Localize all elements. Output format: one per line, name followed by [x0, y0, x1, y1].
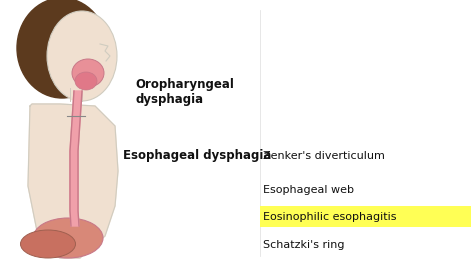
Polygon shape	[28, 104, 118, 258]
Ellipse shape	[47, 11, 117, 101]
FancyBboxPatch shape	[260, 206, 471, 227]
Ellipse shape	[33, 218, 103, 258]
Ellipse shape	[17, 0, 107, 98]
Text: Esophageal web: Esophageal web	[263, 185, 354, 195]
Ellipse shape	[20, 230, 75, 258]
Polygon shape	[70, 91, 82, 226]
Text: Esophageal dysphagia: Esophageal dysphagia	[123, 149, 272, 162]
Text: Schatzki's ring: Schatzki's ring	[263, 240, 345, 250]
Text: Oropharyngeal
dysphagia: Oropharyngeal dysphagia	[135, 78, 234, 106]
Polygon shape	[70, 88, 82, 99]
Text: Zenker's diverticulum: Zenker's diverticulum	[263, 151, 385, 161]
Ellipse shape	[72, 59, 104, 87]
Ellipse shape	[75, 72, 97, 90]
Text: Eosinophilic esophagitis: Eosinophilic esophagitis	[263, 212, 397, 222]
